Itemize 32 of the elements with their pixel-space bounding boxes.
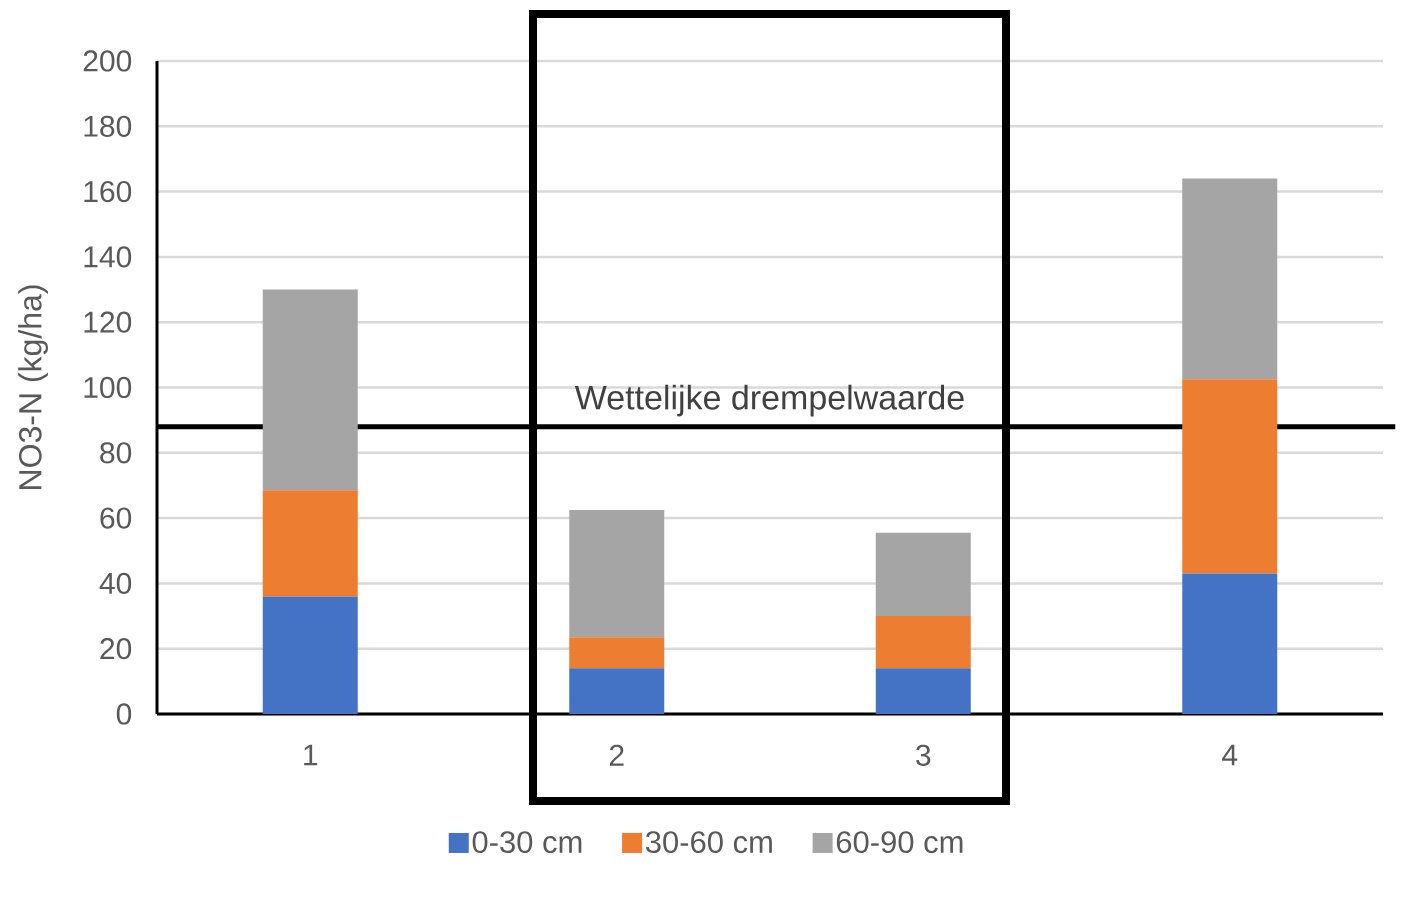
- y-tick-label: 200: [83, 50, 132, 72]
- legend-label: 0-30 cm: [472, 831, 582, 854]
- legend-label: 60-90 cm: [836, 831, 963, 854]
- x-tick-label: 2: [609, 744, 624, 766]
- y-tick-label: 140: [84, 246, 132, 268]
- x-tick-label: 4: [1222, 744, 1238, 766]
- x-tick-label: 1: [304, 744, 318, 766]
- x-tick-label: 3: [916, 744, 931, 766]
- bar: [262, 289, 358, 491]
- y-tick-label: 40: [99, 572, 132, 595]
- y-tick-label: 60: [100, 507, 132, 529]
- bar: [262, 596, 358, 714]
- bar: [1182, 573, 1278, 714]
- bar: [1182, 178, 1278, 380]
- legend-label: 30-60 cm: [645, 831, 772, 854]
- y-tick-label: 80: [100, 442, 132, 464]
- y-axis-title: NO3-N (kg/ha): [18, 285, 48, 489]
- y-tick-label: 20: [100, 638, 132, 660]
- y-tick-label: 120: [84, 311, 132, 333]
- bar: [875, 616, 971, 669]
- bar: [1182, 379, 1278, 574]
- bar: [875, 668, 971, 714]
- ref-line-label: Wettelijke drempelwaarde: [574, 384, 964, 417]
- y-tick-label: 180: [84, 115, 132, 137]
- bar: [262, 490, 358, 597]
- y-tick-label: 0: [116, 703, 132, 725]
- bar: [875, 532, 971, 617]
- bar: [569, 637, 665, 669]
- y-tick-label: 160: [84, 180, 132, 203]
- bar: [569, 668, 665, 714]
- bar: [569, 509, 665, 638]
- y-tick-label: 100: [84, 376, 132, 399]
